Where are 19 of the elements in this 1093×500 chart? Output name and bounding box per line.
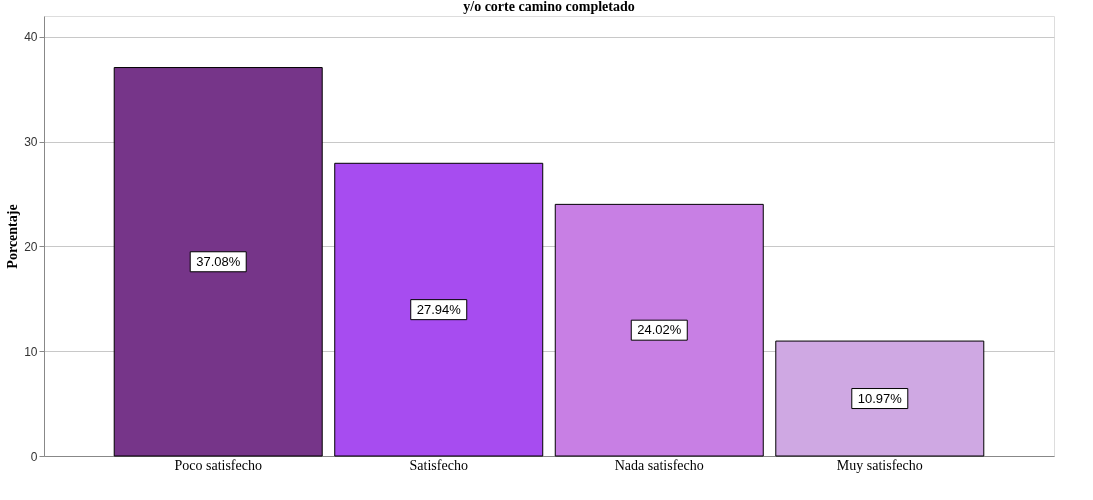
bar: [775, 340, 985, 457]
data-label: 24.02%: [637, 322, 682, 338]
bar: [334, 162, 544, 457]
bar: [113, 67, 323, 457]
x-tick-label: Satisfecho: [409, 457, 468, 473]
y-tick-label: 20: [24, 239, 38, 254]
data-label: 10.97%: [857, 390, 903, 406]
y-tick-label: 40: [24, 30, 38, 45]
chart-title: y/o corte camino completado: [463, 0, 635, 14]
bar: [554, 203, 764, 457]
x-tick-label: Nada satisfecho: [614, 457, 704, 473]
y-axis-title: Porcentaje: [5, 204, 21, 269]
y-tick-label: 10: [24, 344, 38, 359]
data-label: 27.94%: [416, 301, 462, 317]
y-tick-label: 0: [30, 449, 38, 464]
y-tick-label: 30: [24, 135, 38, 150]
x-tick-label: Muy satisfecho: [836, 457, 923, 473]
data-label: 37.08%: [196, 253, 241, 269]
x-tick-label: Poco satisfecho: [174, 457, 262, 473]
